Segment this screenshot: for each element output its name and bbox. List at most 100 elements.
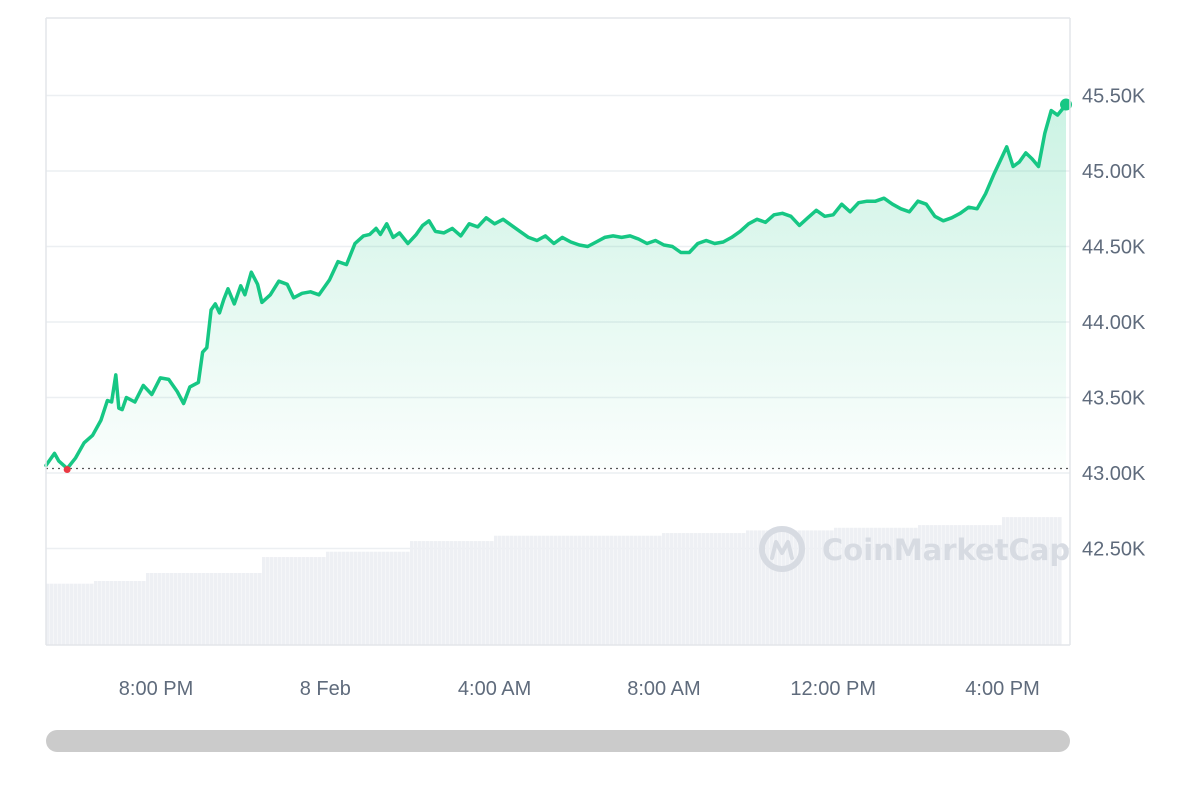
volume-bar xyxy=(690,533,694,645)
time-range-scrollbar[interactable] xyxy=(46,730,1070,752)
volume-bar xyxy=(550,535,554,645)
volume-bar xyxy=(222,573,226,645)
volume-bar xyxy=(86,583,90,645)
volume-bar xyxy=(130,581,134,645)
volume-bar xyxy=(214,573,218,645)
volume-bar xyxy=(162,573,166,645)
volume-bar xyxy=(590,535,594,645)
volume-bar xyxy=(1018,517,1022,645)
volume-bar xyxy=(302,557,306,645)
volume-bar xyxy=(766,530,770,645)
volume-bar xyxy=(882,527,886,645)
volume-bar xyxy=(874,527,878,645)
volume-bar xyxy=(1022,517,1026,645)
volume-bar xyxy=(250,573,254,645)
volume-bar xyxy=(714,533,718,645)
volume-bar xyxy=(386,551,390,645)
volume-bar xyxy=(342,551,346,645)
volume-bar xyxy=(570,535,574,645)
volume-bar xyxy=(566,535,570,645)
volume-bar xyxy=(678,533,682,645)
volume-bar xyxy=(1034,517,1038,645)
volume-bar xyxy=(218,573,222,645)
volume-bar xyxy=(854,527,858,645)
volume-bar xyxy=(538,535,542,645)
volume-bar xyxy=(618,535,622,645)
volume-bar xyxy=(670,533,674,645)
volume-bar xyxy=(494,535,498,645)
volume-bar xyxy=(990,525,994,645)
volume-bar xyxy=(118,581,122,645)
volume-bar xyxy=(374,551,378,645)
volume-bar xyxy=(918,525,922,645)
volume-bar xyxy=(542,535,546,645)
volume-bar xyxy=(942,525,946,645)
volume-bar xyxy=(834,527,838,645)
volume-bar xyxy=(930,525,934,645)
coinmarketcap-logo-mark xyxy=(770,540,794,560)
x-tick-label: 8:00 AM xyxy=(627,678,700,700)
volume-bar xyxy=(914,527,918,645)
volume-bar xyxy=(534,535,538,645)
volume-bar xyxy=(1014,517,1018,645)
volume-bar xyxy=(674,533,678,645)
volume-bar xyxy=(278,557,282,645)
volume-bar xyxy=(798,530,802,645)
volume-bar xyxy=(554,535,558,645)
volume-bar xyxy=(614,535,618,645)
volume-bar xyxy=(718,533,722,645)
below-reference-marker xyxy=(63,465,71,473)
volume-bar xyxy=(174,573,178,645)
volume-bar xyxy=(390,551,394,645)
volume-bar xyxy=(910,527,914,645)
volume-bar xyxy=(66,583,70,645)
volume-bar xyxy=(258,573,262,645)
volume-bar xyxy=(638,535,642,645)
volume-bar xyxy=(1010,517,1014,645)
x-tick-label: 4:00 PM xyxy=(965,678,1039,700)
volume-bar xyxy=(434,541,438,645)
volume-bar xyxy=(270,557,274,645)
volume-bar xyxy=(90,583,94,645)
volume-bar xyxy=(814,530,818,645)
volume-bar xyxy=(842,527,846,645)
volume-bar xyxy=(650,535,654,645)
volume-bar xyxy=(158,573,162,645)
volume-bar xyxy=(1030,517,1034,645)
volume-bars xyxy=(46,517,1062,645)
volume-bar xyxy=(206,573,210,645)
volume-bar xyxy=(850,527,854,645)
y-tick-label: 42.50K xyxy=(1082,539,1146,561)
volume-bar xyxy=(62,583,66,645)
volume-bar xyxy=(442,541,446,645)
volume-bar xyxy=(346,551,350,645)
volume-bar xyxy=(986,525,990,645)
volume-bar xyxy=(418,541,422,645)
volume-bar xyxy=(962,525,966,645)
volume-bar xyxy=(230,573,234,645)
volume-bar xyxy=(150,573,154,645)
y-tick-label: 43.50K xyxy=(1082,388,1146,410)
volume-bar xyxy=(154,573,158,645)
volume-bar xyxy=(98,581,102,645)
volume-bar xyxy=(894,527,898,645)
volume-bar xyxy=(234,573,238,645)
volume-bar xyxy=(626,535,630,645)
volume-bar xyxy=(106,581,110,645)
volume-bar xyxy=(354,551,358,645)
volume-bar xyxy=(58,583,62,645)
y-tick-label: 45.50K xyxy=(1082,86,1146,108)
volume-bar xyxy=(414,541,418,645)
volume-bar xyxy=(238,573,242,645)
volume-bar xyxy=(682,533,686,645)
volume-bar xyxy=(934,525,938,645)
volume-bar xyxy=(190,573,194,645)
volume-bar xyxy=(370,551,374,645)
volume-bar xyxy=(50,583,54,645)
volume-bar xyxy=(1050,517,1054,645)
volume-bar xyxy=(210,573,214,645)
volume-bar xyxy=(838,527,842,645)
volume-bar xyxy=(890,527,894,645)
volume-bar xyxy=(182,573,186,645)
